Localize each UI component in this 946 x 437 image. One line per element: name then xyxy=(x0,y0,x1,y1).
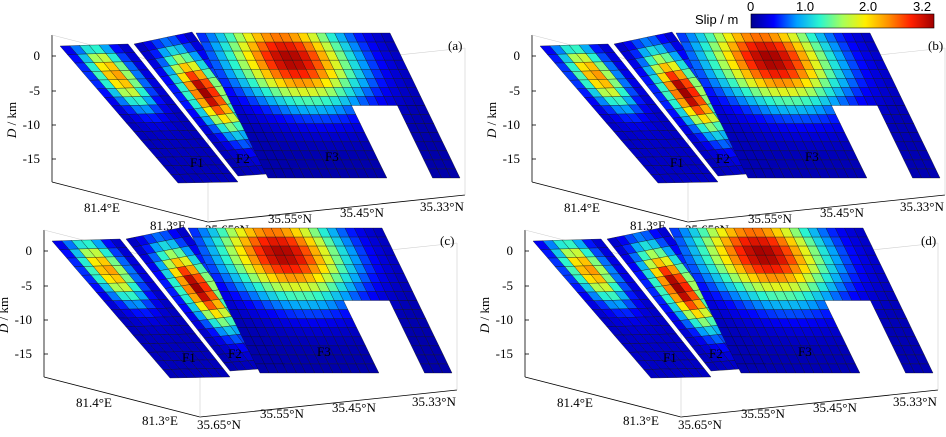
depth-tick-label: -5 xyxy=(502,278,513,293)
slip-cell xyxy=(846,363,861,374)
depth-tick-label: -15 xyxy=(15,346,32,361)
colorbar-tick-0: 0 xyxy=(747,0,754,14)
fault-plane-f3 xyxy=(675,32,941,179)
fault-label-f3: F3 xyxy=(798,344,812,359)
panel-label: (c) xyxy=(440,233,454,248)
lon-tick-label: 81.4°E xyxy=(564,200,600,215)
lat-tick-label: 35.33°N xyxy=(412,394,456,409)
fault-plane-f3 xyxy=(668,227,934,374)
axes-frame xyxy=(51,35,466,223)
depth-tick-label: 0 xyxy=(26,243,33,258)
slip-cell xyxy=(853,168,868,179)
colorbar: Slip / m 0 1.0 2.0 3.2 xyxy=(695,0,935,29)
colorbar-tick-1: 1.0 xyxy=(796,0,814,14)
panel-c: (c) D / km 0 -5 -10 -15 81.4°E 81.3°E 35.65°N 35.… xyxy=(0,226,458,432)
slip-cell xyxy=(438,363,453,374)
lat-tick-label: 35.33°N xyxy=(900,199,944,214)
depth-tick-label: -5 xyxy=(29,83,40,98)
depth-axis-label: D / km xyxy=(484,102,499,139)
lon-tick-label: 81.4°E xyxy=(557,395,593,410)
depth-tick-label: 0 xyxy=(34,48,41,63)
depth-tick-label: -10 xyxy=(503,117,520,132)
lon-tick-label: 81.3°E xyxy=(623,413,659,428)
fault-label-f2: F2 xyxy=(709,346,723,361)
slip-cell xyxy=(222,173,239,183)
depth-tick-label: -15 xyxy=(496,346,513,361)
depth-tick-label: -5 xyxy=(21,278,32,293)
lon-tick-label: 81.3°E xyxy=(142,413,178,428)
lat-tick-label: 35.45°N xyxy=(820,205,864,220)
depth-tick-label: 0 xyxy=(514,48,521,63)
panel-label: (a) xyxy=(448,38,462,53)
fault-plane-f1 xyxy=(51,238,231,379)
fault-label-f1: F1 xyxy=(670,155,684,170)
slip-cell xyxy=(702,173,719,183)
lon-tick-label: 81.4°E xyxy=(84,200,120,215)
colorbar-title: Slip / m xyxy=(695,12,738,27)
lat-tick-label: 35.55°N xyxy=(741,406,785,421)
panel-d: (d) D / km 0 -5 -10 -15 81.4°E 81.3°E 35.65°N 35.… xyxy=(477,226,939,432)
lat-tick-label: 35.33°N xyxy=(420,199,464,214)
panel-a: (a)D / km0-5-10-1581.4°E81.3°E35.65°N35.… xyxy=(4,31,466,237)
axes-frame xyxy=(43,230,458,418)
depth-tick-label: -10 xyxy=(15,312,32,327)
fault-label-f3: F3 xyxy=(317,344,331,359)
panel-label: (b) xyxy=(928,38,943,53)
fault-label-f3: F3 xyxy=(325,149,339,164)
slip-cell xyxy=(373,168,388,179)
slip-cell xyxy=(446,168,461,179)
fault-plane-f1 xyxy=(59,43,239,184)
lat-tick-label: 35.45°N xyxy=(332,400,376,415)
depth-tick-label: -10 xyxy=(23,117,40,132)
lat-tick-label: 35.45°N xyxy=(813,400,857,415)
lat-tick-label: 35.55°N xyxy=(268,211,312,226)
fault-plane-f1 xyxy=(539,43,719,184)
fault-label-f1: F1 xyxy=(190,155,204,170)
axes-frame xyxy=(524,230,939,418)
fault-plane-f1 xyxy=(532,238,712,379)
fault-label-f1: F1 xyxy=(663,350,677,365)
fault-label-f2: F2 xyxy=(228,346,242,361)
fault-label-f3: F3 xyxy=(805,149,819,164)
panel-b: (b)D / km0-5-10-1581.4°E81.3°E35.65°N35.… xyxy=(484,31,946,237)
lat-tick-label: 35.65°N xyxy=(678,417,722,432)
colorbar-tick-2: 2.0 xyxy=(859,0,877,14)
lat-tick-label: 35.45°N xyxy=(340,205,384,220)
depth-tick-label: -10 xyxy=(496,312,513,327)
slip-cell xyxy=(695,368,712,378)
depth-tick-label: -5 xyxy=(509,83,520,98)
colorbar-tick-3: 3.2 xyxy=(913,0,931,14)
colorbar-ramp xyxy=(750,13,935,29)
depth-tick-label: 0 xyxy=(507,243,514,258)
depth-axis-label: D / km xyxy=(0,297,11,334)
panel-label: (d) xyxy=(921,233,936,248)
axes-frame xyxy=(531,35,946,223)
slip-cell xyxy=(365,363,380,374)
fault-plane-f3 xyxy=(187,227,453,374)
lat-tick-label: 35.55°N xyxy=(260,406,304,421)
lat-tick-label: 35.55°N xyxy=(748,211,792,226)
slip-cell xyxy=(926,168,941,179)
fault-label-f2: F2 xyxy=(236,151,250,166)
lat-tick-label: 35.33°N xyxy=(893,394,937,409)
fault-label-f2: F2 xyxy=(716,151,730,166)
fault-plane-f3 xyxy=(195,32,461,179)
fault-label-f1: F1 xyxy=(182,350,196,365)
depth-tick-label: -15 xyxy=(503,151,520,166)
depth-tick-label: -15 xyxy=(23,151,40,166)
slip-cell xyxy=(214,368,231,378)
depth-axis-label: D / km xyxy=(477,297,492,334)
lon-tick-label: 81.4°E xyxy=(76,395,112,410)
slip-cell xyxy=(919,363,934,374)
lat-tick-label: 35.65°N xyxy=(197,417,241,432)
depth-axis-label: D / km xyxy=(4,102,19,139)
